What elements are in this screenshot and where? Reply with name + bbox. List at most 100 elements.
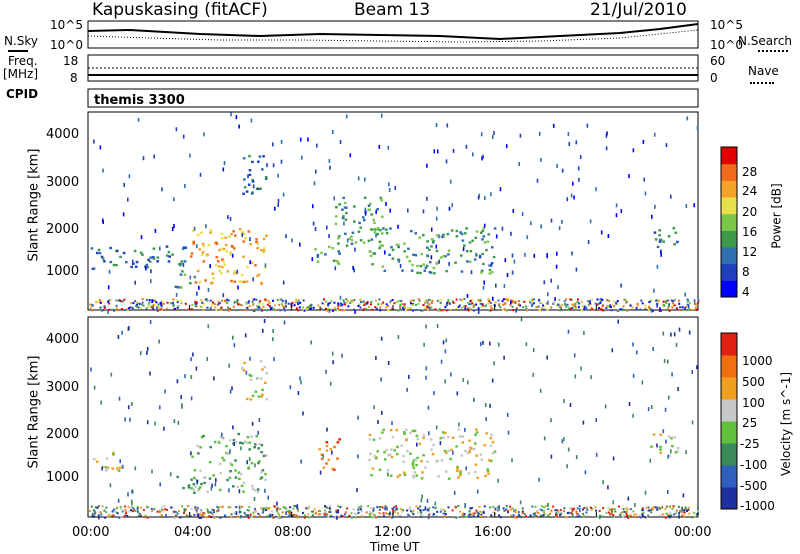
power-echo-cell: [381, 232, 384, 235]
velocity-sparse-echo-cell: [482, 340, 484, 345]
power-echo-cell: [262, 237, 266, 241]
velocity-near-range-cell: [265, 506, 268, 509]
velocity-near-range-cell: [576, 515, 579, 518]
velocity-near-range-cell: [661, 513, 664, 516]
velocity-near-range-cell: [328, 507, 331, 510]
velocity-sparse-echo-cell: [128, 326, 130, 331]
power-near-range-cell: [577, 298, 579, 301]
power-near-range-cell: [387, 309, 390, 312]
velocity-sparse-echo-cell: [667, 454, 669, 459]
velocity-echo-cell: [193, 491, 196, 494]
power-sparse-echo-cell: [229, 216, 232, 221]
velocity-near-range-cell: [664, 516, 667, 519]
power-near-range-cell: [245, 302, 248, 305]
velocity-near-range-cell: [582, 512, 585, 515]
velocity-echo-cell: [403, 473, 407, 477]
power-echo-cell: [316, 253, 320, 257]
power-near-range-cell: [686, 300, 689, 303]
power-echo-cell: [232, 230, 235, 233]
velocity-echo-cell: [444, 431, 447, 435]
power-echo-cell: [424, 266, 428, 269]
power-near-range-cell: [235, 309, 238, 312]
power-near-range-cell: [482, 304, 484, 307]
power-echo-cell: [233, 247, 236, 250]
power-sparse-echo-cell: [436, 206, 438, 211]
velocity-sparse-echo-cell: [647, 407, 650, 412]
velocity-sparse-echo-cell: [444, 379, 446, 384]
power-near-range-cell: [214, 306, 217, 309]
power-near-range-cell: [284, 309, 286, 312]
velocity-echo-cell: [197, 452, 200, 455]
power-near-range-cell: [420, 309, 423, 312]
velocity-near-range-cell: [360, 505, 363, 508]
velocity-near-range-cell: [371, 511, 374, 514]
velocity-echo-cell: [429, 438, 433, 441]
velocity-near-range-cell: [633, 516, 636, 519]
power-echo-cell: [229, 253, 232, 256]
velocity-near-range-cell: [505, 508, 508, 511]
power-echo-cell: [119, 255, 122, 259]
power-sparse-echo-cell: [397, 224, 399, 229]
power-echo-cell: [371, 263, 374, 266]
velocity-near-range-cell: [688, 512, 691, 515]
velocity-near-range-cell: [687, 506, 690, 509]
freq-label-line1: Freq.: [8, 54, 38, 68]
power-near-range-cell: [302, 299, 305, 302]
velocity-echo-cell: [396, 452, 399, 456]
velocity-near-range-cell: [408, 515, 411, 517]
power-near-range-cell: [605, 307, 608, 309]
velocity-near-range-cell: [196, 506, 199, 509]
velocity-echo-cell: [487, 459, 491, 462]
power-ytick-2000: 2000: [46, 222, 80, 237]
velocity-near-range-cell: [211, 508, 214, 511]
power-near-range-cell: [626, 310, 629, 312]
power-near-range-cell: [290, 302, 293, 305]
power-echo-cell: [377, 227, 380, 230]
power-near-range-cell: [156, 309, 159, 312]
velocity-near-range-cell: [278, 513, 281, 516]
velocity-sparse-echo-cell: [397, 335, 400, 340]
power-echo-cell: [201, 251, 205, 254]
velocity-near-range-cell: [575, 510, 578, 513]
velocity-near-range-cell: [208, 515, 211, 518]
power-echo-cell: [460, 270, 464, 273]
velocity-echo-cell: [493, 450, 497, 453]
power-near-range-cell: [142, 304, 145, 307]
power-echo-cell: [249, 243, 252, 246]
power-near-range-cell: [258, 301, 261, 304]
power-sparse-echo-cell: [274, 206, 276, 211]
power-echo-cell: [469, 250, 473, 253]
power-near-range-cell: [559, 306, 562, 309]
power-near-range-cell: [248, 304, 251, 307]
power-sparse-echo-cell: [510, 231, 512, 236]
power-sparse-echo-cell: [501, 226, 504, 231]
power-echo-cell: [184, 246, 188, 249]
power-sparse-echo-cell: [561, 219, 563, 224]
power-sparse-echo-cell: [354, 309, 356, 314]
velocity-near-range-cell: [238, 511, 241, 514]
power-near-range-cell: [101, 300, 104, 303]
velocity-near-range-cell: [522, 508, 525, 511]
power-echo-cell: [390, 246, 393, 249]
velocity-sparse-echo-cell: [539, 388, 542, 393]
velocity-sparse-echo-cell: [211, 483, 213, 488]
power-near-range-cell: [201, 301, 204, 304]
velocity-sparse-echo-cell: [331, 450, 333, 455]
power-cb-tick-12: 12: [742, 245, 758, 259]
velocity-echo-cell: [368, 458, 371, 462]
power-echo-cell: [337, 237, 340, 240]
velocity-echo-cell: [421, 471, 424, 474]
power-echo-cell: [167, 260, 171, 263]
power-near-range-cell: [622, 305, 625, 308]
velocity-sparse-echo-cell: [244, 333, 247, 338]
velocity-sparse-echo-cell: [380, 377, 382, 382]
velocity-near-range-cell: [253, 507, 256, 510]
power-echo-cell: [223, 263, 227, 266]
velocity-near-range-cell: [511, 507, 513, 510]
velocity-echo-cell: [659, 451, 663, 454]
power-near-range-cell: [385, 303, 388, 306]
power-near-range-cell: [671, 304, 674, 307]
power-sparse-echo-cell: [384, 250, 386, 255]
velocity-sparse-echo-cell: [599, 515, 601, 520]
velocity-echo-cell: [490, 459, 493, 463]
